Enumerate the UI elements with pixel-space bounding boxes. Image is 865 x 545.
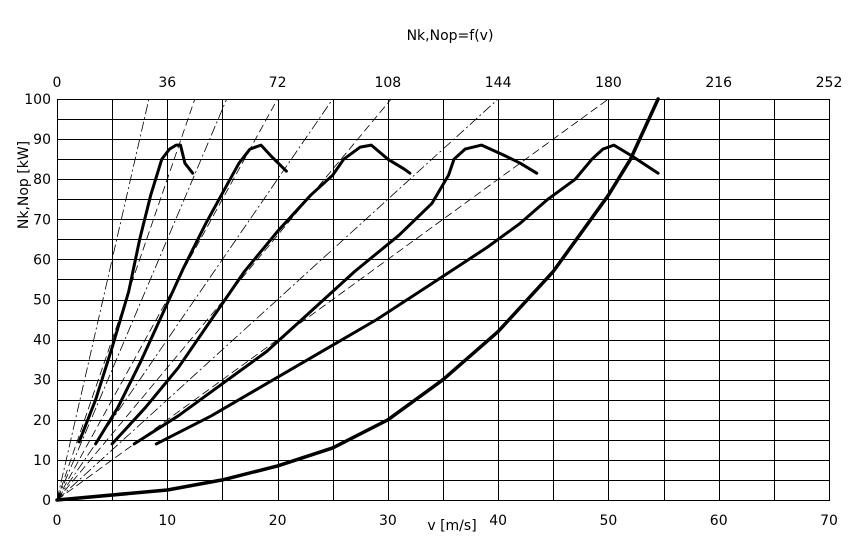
grid xyxy=(57,99,830,501)
reference-line xyxy=(56,98,228,501)
top-tick-label: 0 xyxy=(53,75,62,91)
x-tick-label: 70 xyxy=(820,513,838,529)
chart-title: Nk,Nop=f(v) xyxy=(407,28,494,44)
reference-line xyxy=(56,98,196,501)
reference-line xyxy=(56,98,278,501)
top-tick-label: 36 xyxy=(158,75,176,91)
y-tick-label: 20 xyxy=(33,413,51,429)
x-tick-label: 30 xyxy=(379,513,397,529)
y-axis: 0 10 20 30 40 50 60 70 80 90 100 xyxy=(24,92,51,509)
x-axis: 0 10 20 30 40 50 60 70 xyxy=(53,513,838,529)
traction-power-curve-gear-1 xyxy=(77,143,195,444)
y-tick-label: 60 xyxy=(33,252,51,268)
y-tick-label: 40 xyxy=(33,333,51,349)
y-axis-label: Nk,Nop [kW] xyxy=(16,141,32,229)
traction-power-curve-gear-2 xyxy=(94,143,288,446)
top-tick-label: 180 xyxy=(595,75,622,91)
plot-frame xyxy=(57,99,830,501)
x-axis-label: v [m/s] xyxy=(427,518,476,534)
power-curves xyxy=(55,97,660,502)
top-tick-label: 252 xyxy=(816,75,843,91)
top-tick-label: 72 xyxy=(269,75,287,91)
top-tick-label: 216 xyxy=(705,75,732,91)
y-tick-label: 10 xyxy=(33,453,51,469)
x-tick-label: 20 xyxy=(269,513,287,529)
traction-power-curve-gear-4 xyxy=(132,143,539,446)
top-axis: 0 36 72 108 144 180 216 252 xyxy=(53,75,843,91)
resistance-power-curve xyxy=(55,97,660,502)
x-tick-label: 40 xyxy=(489,513,507,529)
y-tick-label: 70 xyxy=(33,212,51,228)
reference-line xyxy=(56,98,150,501)
reference-line xyxy=(56,98,499,501)
top-tick-label: 108 xyxy=(374,75,401,91)
y-tick-label: 0 xyxy=(42,493,51,509)
traction-power-curve-gear-3 xyxy=(110,143,412,446)
y-tick-label: 50 xyxy=(33,293,51,309)
y-tick-label: 80 xyxy=(33,172,51,188)
x-tick-label: 50 xyxy=(600,513,618,529)
traction-power-curve-gear-5 xyxy=(154,143,660,446)
x-tick-label: 0 xyxy=(53,513,62,529)
x-tick-label: 60 xyxy=(710,513,728,529)
top-tick-label: 144 xyxy=(485,75,512,91)
y-tick-label: 100 xyxy=(24,92,51,108)
y-tick-label: 30 xyxy=(33,373,51,389)
reference-line xyxy=(56,98,392,501)
y-tick-label: 90 xyxy=(33,132,51,148)
x-tick-label: 10 xyxy=(158,513,176,529)
